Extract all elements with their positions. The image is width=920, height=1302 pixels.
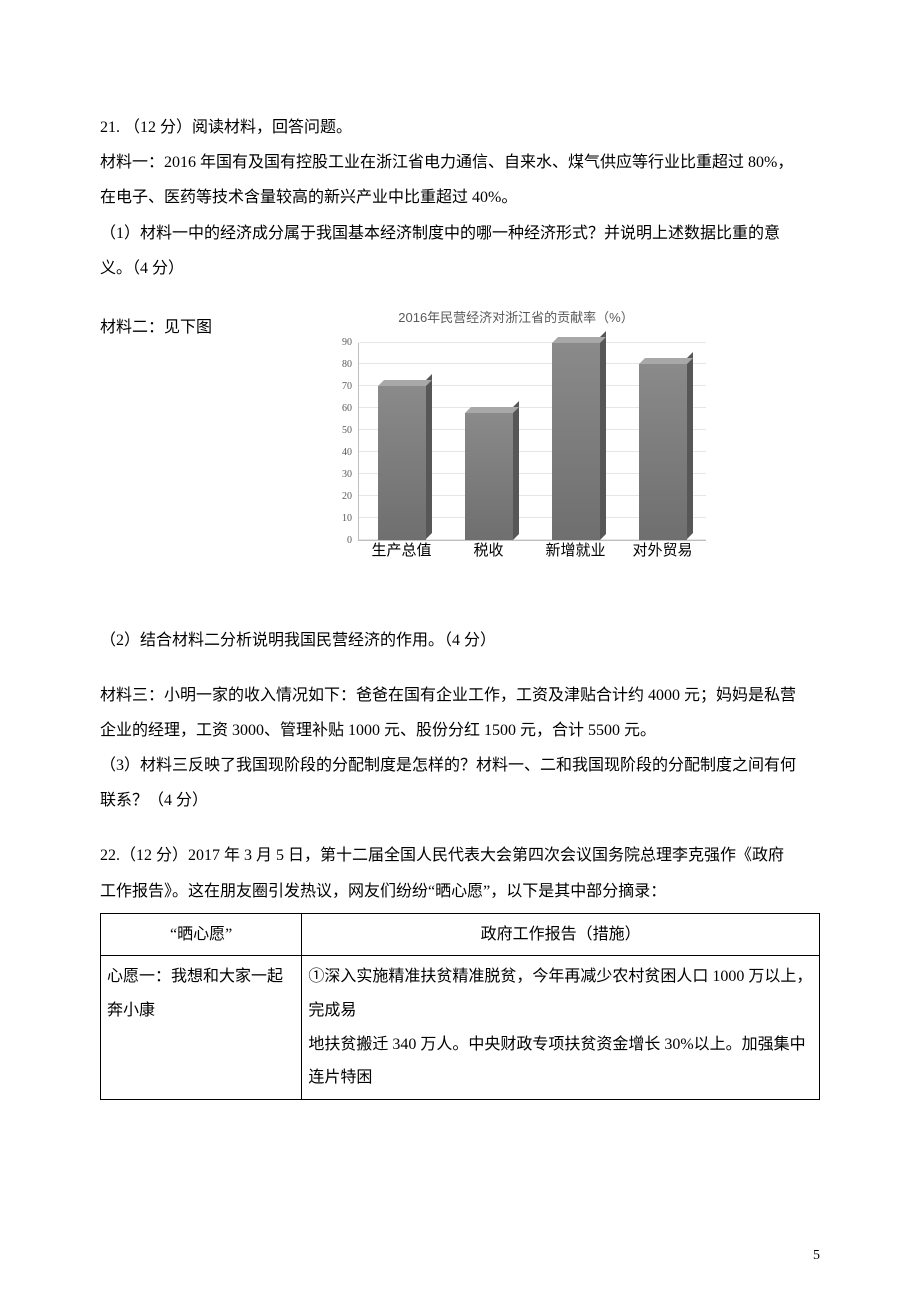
page-number: 5	[813, 1241, 820, 1272]
y-tick-label: 10	[342, 508, 352, 530]
measure1-line2: 地扶贫搬迁 340 万人。中央财政专项扶贫资金增长 30%以上。加强集中连片特困	[308, 1036, 805, 1087]
y-tick-label: 50	[342, 420, 352, 442]
wish1-line2: 奔小康	[107, 1002, 155, 1019]
y-tick-label: 60	[342, 398, 352, 420]
y-tick-label: 0	[347, 530, 352, 552]
chart-bar	[639, 364, 687, 539]
q21-sub2: （2）结合材料二分析说明我国民营经济的作用。（4 分）	[100, 623, 820, 658]
x-label: 新增就业	[541, 535, 611, 568]
table-row: 心愿一：我想和大家一起 奔小康 ①深入实施精准扶贫精准脱贫，今年再减少农村贫困人…	[101, 956, 820, 1099]
chart-bar	[552, 343, 600, 540]
y-tick-label: 90	[342, 332, 352, 354]
x-label: 税收	[454, 535, 524, 568]
table-col1-header: “晒心愿”	[101, 913, 302, 956]
y-tick-label: 80	[342, 354, 352, 376]
q21-header: 21. （12 分）阅读材料，回答问题。	[100, 110, 820, 145]
table-row1-col2: ①深入实施精准扶贫精准脱贫，今年再减少农村贫困人口 1000 万以上，完成易 地…	[302, 956, 820, 1099]
x-label: 对外贸易	[628, 535, 698, 568]
q22-table: “晒心愿” 政府工作报告（措施） 心愿一：我想和大家一起 奔小康 ①深入实施精准…	[100, 913, 820, 1100]
y-tick-label: 40	[342, 442, 352, 464]
y-tick-label: 20	[342, 486, 352, 508]
q21-mat3-line1: 材料三：小明一家的收入情况如下：爸爸在国有企业工作，工资及津贴合计约 4000 …	[100, 678, 820, 713]
q22-header-line1: 22.（12 分）2017 年 3 月 5 日，第十二届全国人民代表大会第四次会…	[100, 838, 820, 873]
measure1-line1: ①深入实施精准扶贫精准脱贫，今年再减少农村贫困人口 1000 万以上，完成易	[308, 968, 812, 1019]
x-label: 生产总值	[367, 535, 437, 568]
table-header-row: “晒心愿” 政府工作报告（措施）	[101, 913, 820, 956]
q21-mat2-label: 材料二：见下图	[100, 304, 212, 345]
q21-sub1-line1: （1）材料一中的经济成分属于我国基本经济制度中的哪一种经济形式？并说明上述数据比…	[100, 216, 820, 251]
chart-area: 0102030405060708090 生产总值税收新增就业对外贸易	[326, 343, 706, 563]
chart-title: 2016年民营经济对浙江省的贡献率（%）	[398, 304, 633, 333]
q21-sub3-line2: 联系？（4 分）	[100, 783, 820, 818]
x-axis-labels: 生产总值税收新增就业对外贸易	[358, 541, 706, 563]
chart-bars	[359, 343, 706, 540]
y-axis: 0102030405060708090	[326, 343, 356, 541]
y-tick-label: 70	[342, 376, 352, 398]
wish1-line1: 心愿一：我想和大家一起	[107, 968, 283, 985]
q22-header-line2: 工作报告》。这在朋友圈引发热议，网友们纷纷“晒心愿”，以下是其中部分摘录：	[100, 874, 820, 909]
table-row1-col1: 心愿一：我想和大家一起 奔小康	[101, 956, 302, 1099]
y-tick-label: 30	[342, 464, 352, 486]
q21-sub1-line2: 义。（4 分）	[100, 251, 820, 286]
bar-chart: 2016年民营经济对浙江省的贡献率（%） 0102030405060708090…	[212, 304, 820, 563]
chart-bar	[465, 413, 513, 540]
chart-plot	[358, 343, 706, 541]
q21-mat1-line2: 在电子、医药等技术含量较高的新兴产业中比重超过 40%。	[100, 180, 820, 215]
q21-mat3-line2: 企业的经理，工资 3000、管理补贴 1000 元、股份分红 1500 元，合计…	[100, 713, 820, 748]
table-col2-header: 政府工作报告（措施）	[302, 913, 820, 956]
chart-bar	[378, 386, 426, 539]
q21-sub3-line1: （3）材料三反映了我国现阶段的分配制度是怎样的？材料一、二和我国现阶段的分配制度…	[100, 748, 820, 783]
q21-mat2-row: 材料二：见下图 2016年民营经济对浙江省的贡献率（%） 01020304050…	[100, 304, 820, 563]
q21-mat1-line1: 材料一：2016 年国有及国有控股工业在浙江省电力通信、自来水、煤气供应等行业比…	[100, 145, 820, 180]
